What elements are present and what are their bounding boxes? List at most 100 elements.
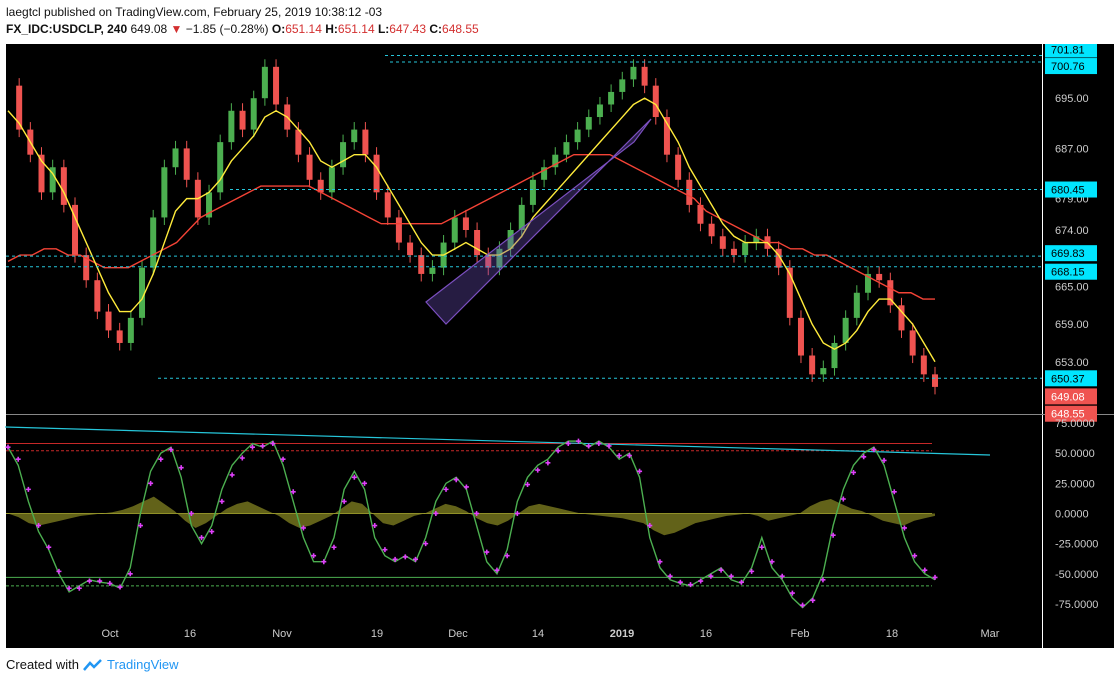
down-arrow-icon: ▼ (170, 22, 183, 36)
high-value: 651.14 (337, 22, 375, 36)
candle-body (641, 66, 648, 86)
candle-body (775, 248, 782, 268)
osc-signal-cross (209, 529, 215, 535)
candle-body (630, 66, 637, 80)
osc-signal-cross (392, 556, 398, 562)
osc-signal-cross (280, 456, 286, 462)
candle-body (820, 368, 827, 375)
osc-signal-cross (718, 567, 724, 573)
candle-body (295, 129, 302, 155)
candle-body (183, 148, 190, 180)
osc-signal-cross (667, 573, 673, 579)
candle-body (38, 154, 45, 193)
osc-signal-cross (423, 541, 429, 547)
candle-body (16, 85, 23, 130)
candle-body (909, 330, 916, 356)
osc-signal-cross (871, 447, 877, 453)
price-label: 649.08 (1051, 391, 1085, 403)
x-tick-label: 16 (700, 628, 712, 640)
osc-y-tick: 0.0000 (1055, 508, 1089, 520)
symbol: FX_IDC:USDCLP, 240 (6, 22, 128, 36)
osc-signal-cross (555, 448, 561, 454)
osc-signal-cross (107, 580, 113, 586)
osc-trendline[interactable] (4, 426, 991, 456)
candle-body (518, 204, 525, 230)
chart-canvas[interactable]: 695.00687.00679.00674.00665.00659.00653.… (0, 44, 1114, 650)
candle-body (809, 355, 816, 375)
candle-body (418, 255, 425, 274)
candle-body (451, 217, 458, 243)
candle-body (83, 255, 90, 281)
candle-body (864, 273, 871, 293)
osc-signal-cross (749, 568, 755, 574)
osc-signal-cross (800, 602, 806, 608)
osc-signal-cross (789, 590, 795, 596)
osc-signal-cross (840, 496, 846, 502)
published-text: published on TradingView.com, February 2… (44, 5, 383, 19)
candle-body (541, 167, 548, 180)
candle-body (49, 167, 56, 193)
osc-signal-cross (708, 573, 714, 579)
close-value: 648.55 (442, 22, 479, 36)
price-y-tick: 665.00 (1055, 281, 1089, 293)
candle-body (697, 204, 704, 224)
candle-body (898, 305, 905, 331)
candle-body (407, 242, 414, 256)
osc-signal-cross (647, 523, 653, 529)
osc-signal-cross (239, 455, 245, 461)
candle-body (596, 104, 603, 118)
candle-body (60, 167, 67, 205)
candle-body (786, 267, 793, 318)
osc-signal-cross (97, 578, 103, 584)
parallel-channel[interactable] (425, 118, 652, 325)
slow-moving-average-line (7, 153, 935, 300)
publisher-name[interactable]: laegtcl (6, 5, 41, 19)
candle-body (150, 217, 157, 268)
plot-background (6, 44, 1042, 619)
osc-signal-cross (412, 556, 418, 562)
osc-signal-cross (270, 441, 276, 447)
price-label-box (1045, 181, 1097, 198)
osc-signal-cross (331, 544, 337, 550)
candle-body (753, 236, 760, 243)
price-label: 669.83 (1051, 248, 1085, 260)
high-label: H: (325, 22, 338, 36)
osc-signal-cross (810, 597, 816, 603)
price-label: 650.37 (1051, 373, 1085, 385)
x-tick-label: Nov (272, 628, 292, 640)
osc-y-tick: 50.0000 (1055, 448, 1095, 460)
osc-y-tick: 25.0000 (1055, 478, 1095, 490)
x-tick-label: Mar (981, 628, 1000, 640)
osc-signal-cross (779, 573, 785, 579)
price-label: 701.81 (1051, 44, 1085, 56)
candle-body (485, 255, 492, 268)
osc-signal-cross (137, 523, 143, 529)
price-y-tick: 659.00 (1055, 319, 1089, 331)
candle-body (932, 374, 938, 387)
x-tick-label: Feb (791, 628, 810, 640)
osc-signal-cross (657, 559, 663, 565)
candle-body (663, 117, 670, 155)
x-tick-label: 14 (532, 628, 544, 640)
osc-signal-cross (453, 477, 459, 483)
candle-body (172, 148, 179, 168)
osc-signal-cross (5, 444, 11, 450)
osc-signal-cross (158, 456, 164, 462)
price-y-tick: 687.00 (1055, 143, 1089, 155)
osc-signal-cross (46, 544, 52, 550)
price-label-box (1045, 405, 1097, 422)
x-tick-label: 18 (886, 628, 898, 640)
change-value: −1.85 (−0.28%) (185, 22, 269, 36)
candle-body (429, 267, 436, 274)
candle-body (686, 179, 693, 205)
candle-body (317, 179, 324, 193)
candle-body (384, 192, 391, 218)
footer: Created with TradingView (6, 657, 179, 672)
price-label-box (1045, 58, 1097, 75)
tradingview-brand[interactable]: TradingView (106, 657, 179, 672)
osc-signal-cross (514, 510, 520, 516)
osc-signal-cross (25, 486, 31, 492)
candle-body (719, 236, 726, 249)
candle-body (239, 110, 246, 130)
osc-signal-cross (820, 577, 826, 583)
